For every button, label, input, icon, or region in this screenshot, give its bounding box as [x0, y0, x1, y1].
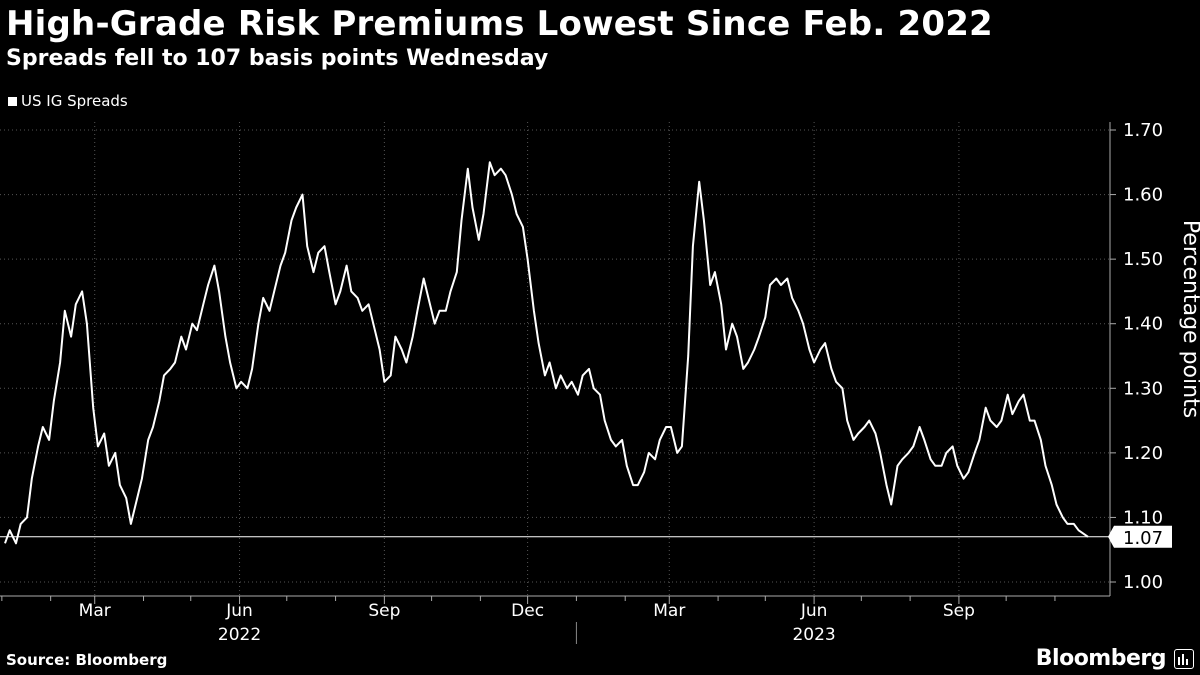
y-tick-label: 1.70 — [1123, 120, 1163, 141]
x-tick-label: Jun — [225, 601, 253, 621]
x-tick-label: Sep — [368, 601, 400, 621]
y-tick-label: 1.20 — [1123, 443, 1163, 464]
legend: US IG Spreads — [8, 92, 128, 110]
x-tick-label: Mar — [79, 601, 111, 621]
chart-title: High-Grade Risk Premiums Lowest Since Fe… — [6, 4, 993, 44]
bloomberg-logo: Bloomberg — [1036, 646, 1194, 671]
brand-wordmark: Bloomberg — [1035, 646, 1167, 671]
terminal-icon — [1174, 648, 1194, 669]
year-label: 2023 — [792, 625, 835, 645]
legend-swatch — [8, 96, 17, 106]
x-tick-label: Mar — [653, 601, 685, 621]
last-value-badge — [1108, 525, 1172, 548]
y-tick-label: 1.50 — [1123, 249, 1163, 270]
series-line — [4, 161, 1089, 545]
x-tick-label: Jun — [800, 601, 828, 621]
y-tick-label: 1.40 — [1123, 314, 1163, 335]
x-tick-label: Dec — [511, 601, 544, 621]
year-label: 2022 — [218, 625, 261, 645]
y-axis-title: Percentage points — [1178, 220, 1200, 418]
last-value-label: 1.07 — [1123, 528, 1163, 549]
y-tick-label: 1.00 — [1123, 572, 1163, 593]
source-note: Source: Bloomberg — [6, 651, 168, 669]
chart-subtitle: Spreads fell to 107 basis points Wednesd… — [6, 46, 549, 71]
y-tick-label: 1.30 — [1123, 378, 1163, 399]
y-tick-label: 1.60 — [1123, 185, 1163, 206]
x-tick-label: Sep — [943, 601, 975, 621]
y-tick-label: 1.10 — [1123, 507, 1163, 528]
legend-label: US IG Spreads — [21, 92, 128, 110]
